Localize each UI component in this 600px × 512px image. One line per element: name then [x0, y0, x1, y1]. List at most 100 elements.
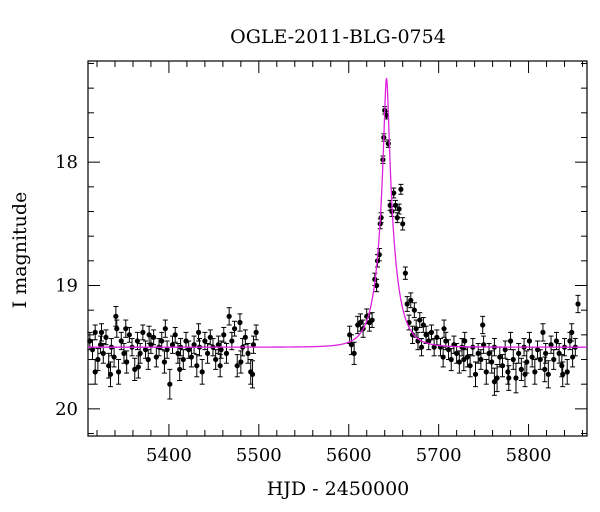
data-point	[250, 335, 257, 354]
data-point	[408, 292, 414, 309]
data-marker	[570, 354, 576, 360]
data-marker	[506, 375, 512, 381]
data-point	[409, 325, 416, 344]
data-marker	[396, 206, 402, 212]
data-marker	[391, 190, 397, 196]
data-marker	[543, 350, 549, 356]
data-marker	[400, 221, 406, 227]
data-point	[472, 361, 479, 388]
data-marker	[111, 354, 117, 360]
data-marker	[409, 332, 416, 338]
y-tick-label: 18	[55, 152, 78, 173]
data-point	[560, 361, 566, 388]
data-marker	[215, 342, 221, 348]
data-point	[245, 342, 251, 364]
data-marker	[177, 366, 183, 372]
data-marker	[443, 338, 449, 344]
data-point	[548, 335, 554, 354]
data-marker	[250, 342, 257, 348]
data-marker	[513, 375, 519, 381]
data-marker	[164, 347, 170, 353]
data-marker	[454, 350, 460, 356]
data-point	[195, 323, 202, 342]
data-point	[569, 323, 575, 342]
data-marker	[394, 215, 400, 221]
data-marker	[221, 332, 227, 338]
data-point	[146, 325, 152, 344]
data-point	[481, 335, 487, 354]
model-curve	[88, 77, 587, 348]
data-marker	[456, 359, 462, 365]
data-point	[199, 359, 205, 385]
data-marker	[413, 326, 419, 332]
data-point	[385, 139, 391, 148]
data-point	[124, 350, 130, 374]
data-marker	[499, 363, 506, 369]
data-point	[489, 350, 495, 374]
data-marker	[423, 332, 429, 338]
data-point	[556, 342, 562, 364]
data-point	[441, 319, 447, 338]
data-point	[351, 341, 357, 365]
data-marker	[398, 186, 404, 192]
data-marker	[516, 350, 522, 356]
data-point	[404, 296, 410, 312]
data-point	[510, 349, 516, 370]
data-marker	[167, 381, 173, 387]
data-marker	[467, 363, 473, 369]
data-marker	[481, 342, 487, 348]
y-axis-label: I magnitude	[9, 192, 31, 309]
data-marker	[428, 329, 435, 335]
data-point	[145, 349, 151, 370]
data-marker	[369, 317, 375, 323]
data-marker	[159, 338, 165, 344]
data-marker	[418, 344, 425, 350]
data-point	[434, 329, 440, 346]
data-marker	[522, 371, 528, 377]
data-marker	[431, 344, 437, 350]
data-marker	[569, 329, 575, 335]
data-point	[234, 354, 240, 378]
data-point	[575, 294, 581, 314]
data-point	[167, 368, 173, 400]
data-marker	[153, 354, 159, 360]
data-point	[172, 326, 178, 343]
data-marker	[526, 338, 533, 344]
data-point	[532, 359, 538, 385]
data-marker	[135, 364, 141, 370]
data-marker	[402, 270, 408, 276]
data-point	[218, 340, 224, 359]
data-marker	[140, 329, 146, 335]
data-marker	[404, 301, 410, 307]
data-point	[398, 183, 404, 195]
data-marker	[417, 317, 423, 323]
data-marker	[553, 338, 560, 344]
data-point	[98, 323, 105, 342]
data-point	[411, 302, 417, 319]
data-marker	[483, 369, 489, 375]
data-marker	[502, 347, 508, 353]
data-marker	[575, 301, 581, 307]
data-marker	[540, 329, 546, 335]
data-marker	[191, 342, 197, 348]
data-point	[467, 354, 473, 378]
plot-frame	[87, 60, 588, 437]
data-marker	[87, 338, 93, 344]
data-marker	[518, 366, 524, 372]
data-marker	[491, 379, 497, 385]
data-point	[191, 335, 197, 354]
data-marker	[408, 297, 414, 303]
data-point	[400, 217, 406, 231]
data-point	[461, 347, 467, 372]
data-point	[505, 359, 511, 385]
data-point	[540, 323, 546, 342]
data-point	[545, 360, 551, 389]
data-marker	[92, 329, 98, 335]
data-marker	[226, 313, 232, 319]
data-point	[551, 349, 557, 370]
data-point	[440, 346, 446, 368]
data-marker	[545, 371, 551, 377]
data-point	[475, 342, 481, 364]
data-marker	[532, 369, 538, 375]
data-marker	[145, 356, 151, 363]
